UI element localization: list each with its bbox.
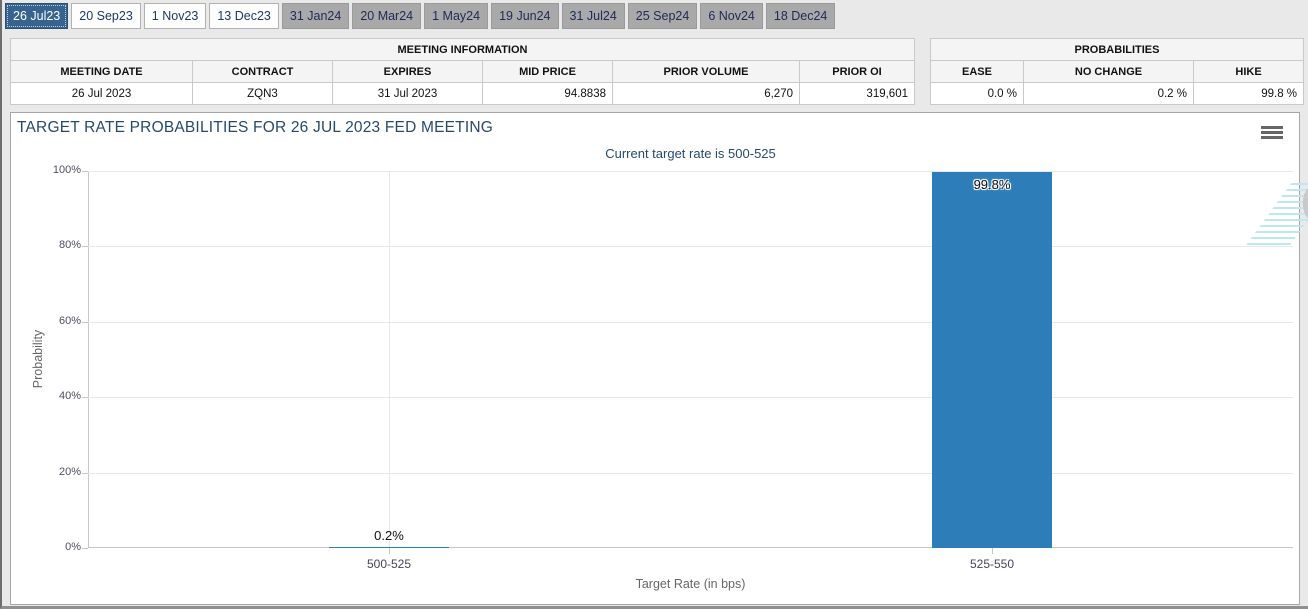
cell-value: 99.8 % (1192, 82, 1305, 105)
tab-31-jan24[interactable]: 31 Jan24 (281, 3, 350, 29)
chart-subtitle: Current target rate is 500-525 (605, 146, 776, 161)
table-title: MEETING INFORMATION (10, 38, 915, 61)
tab-18-dec24[interactable]: 18 Dec24 (765, 3, 836, 29)
column-header: PRIOR OI (799, 60, 915, 83)
y-axis-tick (82, 246, 88, 247)
bar-500-525[interactable] (329, 547, 449, 548)
tab-31-jul24[interactable]: 31 Jul24 (561, 3, 625, 29)
y-axis-line (88, 171, 89, 548)
y-axis-tick (82, 397, 88, 398)
tab-13-dec23[interactable]: 13 Dec23 (209, 3, 279, 29)
y-axis-label: 80% (58, 239, 81, 251)
x-axis-tick (992, 548, 993, 554)
y-axis-tick (82, 473, 88, 474)
cell-value: 26 Jul 2023 (10, 82, 193, 105)
x-axis-tick (389, 548, 390, 554)
y-axis-tick (82, 322, 88, 323)
tab-25-sep24[interactable]: 25 Sep24 (627, 3, 698, 29)
h-gridline (88, 473, 1293, 474)
x-axis-line (88, 547, 1293, 548)
h-gridline (88, 322, 1293, 323)
tab-19-jun24[interactable]: 19 Jun24 (491, 3, 559, 29)
bar-525-550[interactable] (932, 171, 1052, 548)
cell-value: 31 Jul 2023 (332, 82, 483, 105)
h-gridline (88, 171, 1293, 172)
tab-26-jul23[interactable]: 26 Jul23 (5, 3, 69, 29)
tab-20-sep23[interactable]: 20 Sep23 (71, 3, 141, 29)
column-header: CONTRACT (192, 60, 333, 83)
column-header: MID PRICE (482, 60, 613, 83)
table-title: PROBABILITIES (929, 38, 1305, 61)
chart-panel: TARGET RATE PROBABILITIES FOR 26 JUL 202… (10, 112, 1308, 605)
chart-context-menu-button[interactable] (1259, 123, 1285, 146)
cell-value: 6,270 (612, 82, 800, 105)
probabilities-table: PROBABILITIES EASE NO CHANGE HIKE 0.0 % 0.2 %… (929, 38, 1305, 105)
y-axis-label: 40% (58, 390, 81, 402)
h-gridline (88, 397, 1293, 398)
chart-title: TARGET RATE PROBABILITIES FOR 26 JUL 202… (17, 119, 494, 136)
y-axis-tick (82, 171, 88, 172)
h-gridline (88, 246, 1293, 247)
tab-1-may24[interactable]: 1 May24 (424, 3, 489, 29)
y-axis-label: 20% (58, 466, 81, 478)
watermark-q-letter: Q (1300, 173, 1308, 239)
meeting-information-table: MEETING INFORMATION MEETING DATE CONTRACT E… (10, 38, 915, 105)
x-axis-title: Target Rate (in bps) (635, 577, 746, 591)
column-header: HIKE (1192, 60, 1305, 83)
cell-value: 94.8838 (482, 82, 613, 105)
column-header: EXPIRES (332, 60, 483, 83)
cell-value: 319,601 (799, 82, 915, 105)
tab-1-nov23[interactable]: 1 Nov23 (143, 3, 207, 29)
cell-value: 0.2 % (1023, 82, 1194, 105)
v-gridline (389, 171, 390, 548)
x-axis-category-label: 500-525 (366, 557, 412, 571)
y-axis-label: 0% (65, 541, 81, 553)
tab-6-nov24[interactable]: 6 Nov24 (700, 3, 763, 29)
column-header: MEETING DATE (10, 60, 193, 83)
summary-tables: MEETING INFORMATION MEETING DATE CONTRACT E… (10, 38, 1308, 105)
quikstrike-watermark: Q (1216, 173, 1308, 255)
bar-data-label: 99.8% (973, 176, 1011, 192)
y-axis-label: 100% (52, 164, 81, 176)
column-header: PRIOR VOLUME (612, 60, 800, 83)
meeting-date-tabs: 26 Jul23 20 Sep23 1 Nov23 13 Dec23 31 Jan24 2… (2, 0, 1308, 31)
y-axis-label: 60% (58, 315, 81, 327)
hamburger-icon (1259, 126, 1285, 139)
x-axis-category-label: 525-550 (969, 557, 1015, 571)
cell-value: 0.0 % (930, 82, 1024, 105)
column-header: EASE (930, 60, 1024, 83)
y-axis-tick (82, 548, 88, 549)
plot-area: Q 0.2% 99.8% (88, 171, 1308, 548)
tab-20-mar24[interactable]: 20 Mar24 (352, 3, 422, 29)
cell-value: ZQN3 (192, 82, 333, 105)
watermark-stripes-icon (1244, 183, 1308, 247)
y-axis-title: Probability (31, 329, 45, 389)
column-header: NO CHANGE (1023, 60, 1194, 83)
bar-data-label: 0.2% (374, 528, 404, 544)
